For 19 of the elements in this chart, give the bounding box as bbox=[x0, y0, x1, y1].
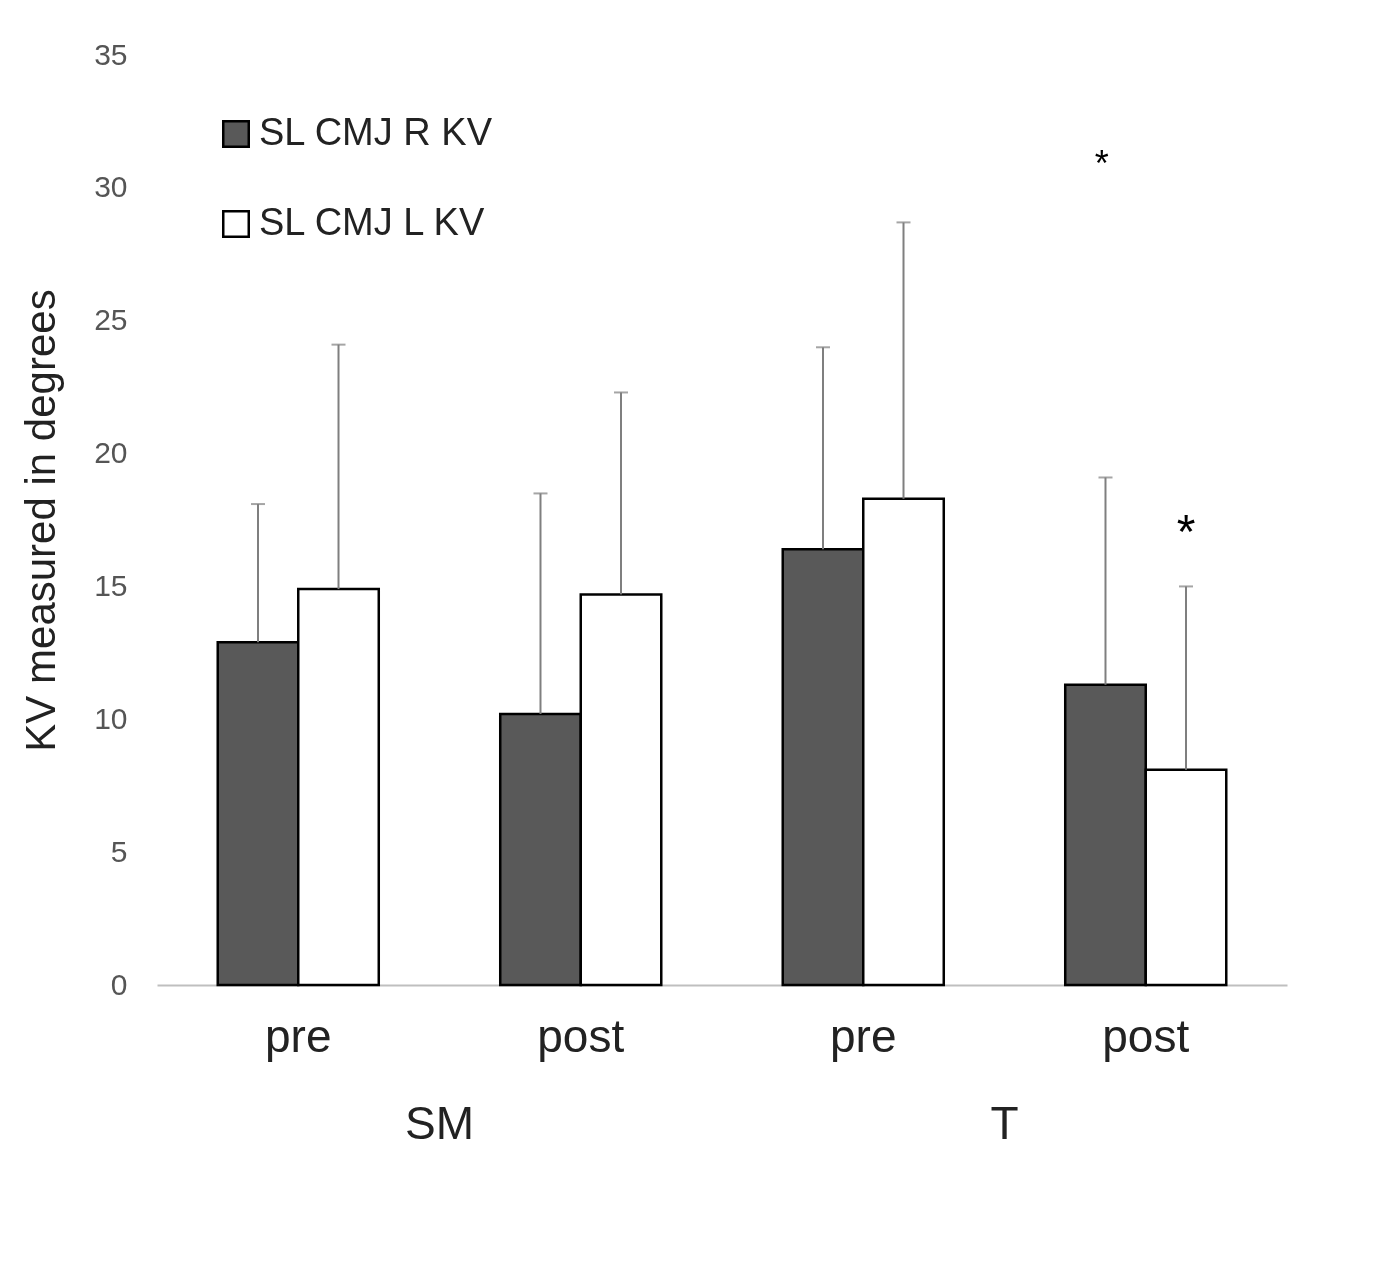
y-tick-label: 10 bbox=[94, 701, 128, 735]
x-tick-label: pre bbox=[265, 1009, 332, 1062]
annotation: * bbox=[1176, 504, 1196, 558]
text: T bbox=[990, 1097, 1019, 1149]
y-axis-title: KV measured in degrees bbox=[17, 289, 65, 752]
y-tick-label: 15 bbox=[94, 568, 128, 602]
y-tick-label: 20 bbox=[94, 436, 128, 470]
annotation: * bbox=[1094, 142, 1109, 184]
legend-label: SL CMJ R KV bbox=[259, 111, 493, 153]
y-tick-label: 0 bbox=[110, 967, 128, 1001]
x-tick-label: pre bbox=[830, 1009, 897, 1062]
x-tick-label: post bbox=[537, 1009, 625, 1062]
text: SM bbox=[405, 1097, 474, 1149]
legend-label: SL CMJ L KV bbox=[259, 201, 485, 243]
y-tick-label: 35 bbox=[94, 37, 128, 71]
x-tick-label: post bbox=[1102, 1009, 1190, 1062]
y-tick-label: 30 bbox=[94, 170, 128, 204]
y-tick-label: 5 bbox=[110, 834, 128, 868]
y-tick-label: 25 bbox=[94, 303, 128, 337]
